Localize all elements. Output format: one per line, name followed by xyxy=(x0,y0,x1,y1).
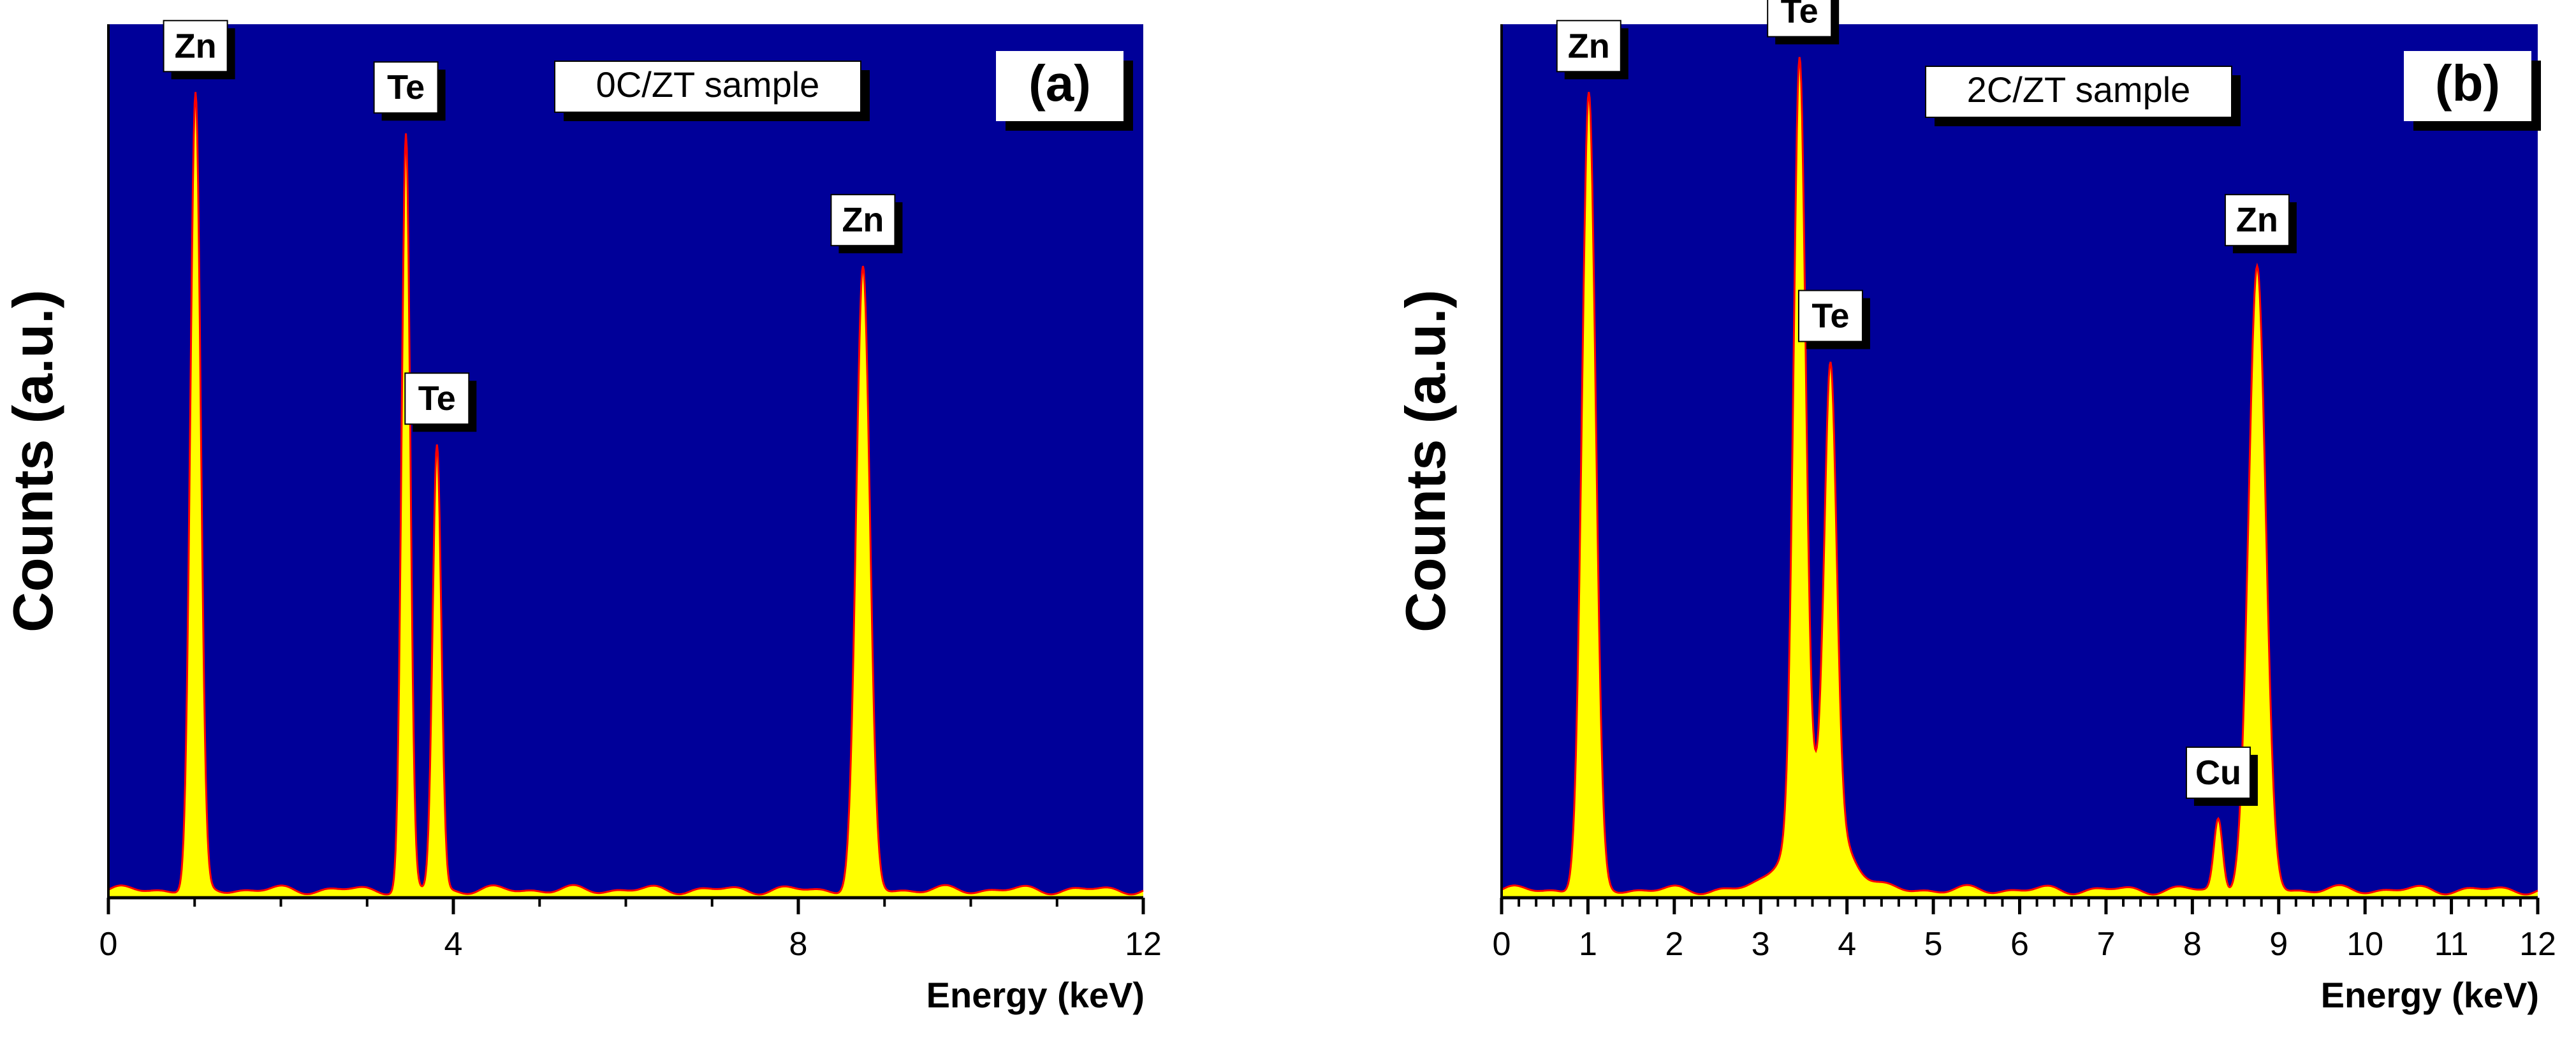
peak-label-zn: Zn xyxy=(1556,20,1628,80)
spectrum-line xyxy=(108,92,1144,896)
x-tick-label: 10 xyxy=(2346,926,2383,963)
x-tick-label: 1 xyxy=(1579,926,1597,963)
peak-label-box xyxy=(163,20,228,73)
x-tick-label: 6 xyxy=(2010,926,2029,963)
x-tick-label: 12 xyxy=(1125,926,1162,963)
peak-label-zn: Zn xyxy=(163,20,235,80)
panel-tag-box xyxy=(2404,51,2531,121)
x-tick-label: 8 xyxy=(2183,926,2202,963)
peak-label-text: Te xyxy=(418,379,456,418)
peak-label-text: Te xyxy=(1811,297,1849,335)
x-tick-label: 11 xyxy=(2434,926,2469,963)
peak-label-text: Cu xyxy=(2195,754,2241,792)
peak-label-te: Te xyxy=(373,61,446,121)
peak-label-text: Te xyxy=(1781,0,1819,31)
peak-label-te: Te xyxy=(1797,289,1870,349)
peak-label-box xyxy=(1767,0,1833,38)
chart-panel-a: 0 4 8 12 Energy (keV) Counts (a.u.) Zn Te Te Zn 0C… xyxy=(1,20,1162,1015)
x-tick-label: 0 xyxy=(99,926,118,963)
x-axis-title: Energy (keV) xyxy=(2321,975,2539,1015)
sample-label-box xyxy=(554,61,861,113)
peak-label-text: Zn xyxy=(842,201,884,239)
peak-label-te: Te xyxy=(404,372,477,432)
panel-tag: (a) xyxy=(1028,55,1091,112)
y-axis-title: Counts (a.u.) xyxy=(1,289,64,632)
x-axis-title: Energy (keV) xyxy=(926,975,1145,1015)
plot-area xyxy=(1502,24,2538,898)
sample-label: 0C/ZT sample xyxy=(596,64,820,105)
x-tick-label: 0 xyxy=(1493,926,1511,963)
peak-label-zn: Zn xyxy=(830,194,903,254)
peak-label-box xyxy=(404,372,470,425)
peak-label-text: Zn xyxy=(175,27,217,65)
spectrum-line xyxy=(1501,57,2538,896)
peak-label-zn: Zn xyxy=(2224,194,2297,254)
peak-label-box xyxy=(830,194,896,247)
panel-tag-box xyxy=(996,51,1123,121)
x-tick-label: 4 xyxy=(444,926,463,963)
plot-area xyxy=(108,24,1143,898)
peak-label-box xyxy=(373,61,439,114)
x-tick-label: 4 xyxy=(1838,926,1856,963)
peak-label-box xyxy=(1556,20,1621,73)
peak-label-cu: Cu xyxy=(2185,746,2258,806)
peak-label-box xyxy=(2224,194,2290,247)
peak-label-text: Te xyxy=(387,68,425,106)
sample-label: 2C/ZT sample xyxy=(1967,69,2191,110)
x-tick-label: 2 xyxy=(1665,926,1683,963)
peak-label-te: Te xyxy=(1767,0,1840,45)
peak-label-box xyxy=(1797,289,1863,342)
sample-label-box xyxy=(1925,66,2232,118)
x-tick-label: 5 xyxy=(1924,926,1943,963)
x-tick-label: 3 xyxy=(1752,926,1770,963)
x-tick-label: 12 xyxy=(2519,926,2556,963)
x-tick-label: 9 xyxy=(2269,926,2288,963)
panel-tag: (b) xyxy=(2435,55,2500,112)
x-tick-label: 7 xyxy=(2097,926,2115,963)
peak-label-box xyxy=(2185,746,2251,799)
x-tick-label: 8 xyxy=(789,926,808,963)
peak-label-text: Zn xyxy=(1568,27,1610,65)
y-axis-title: Counts (a.u.) xyxy=(1394,289,1457,632)
peak-label-text: Zn xyxy=(2236,201,2278,239)
